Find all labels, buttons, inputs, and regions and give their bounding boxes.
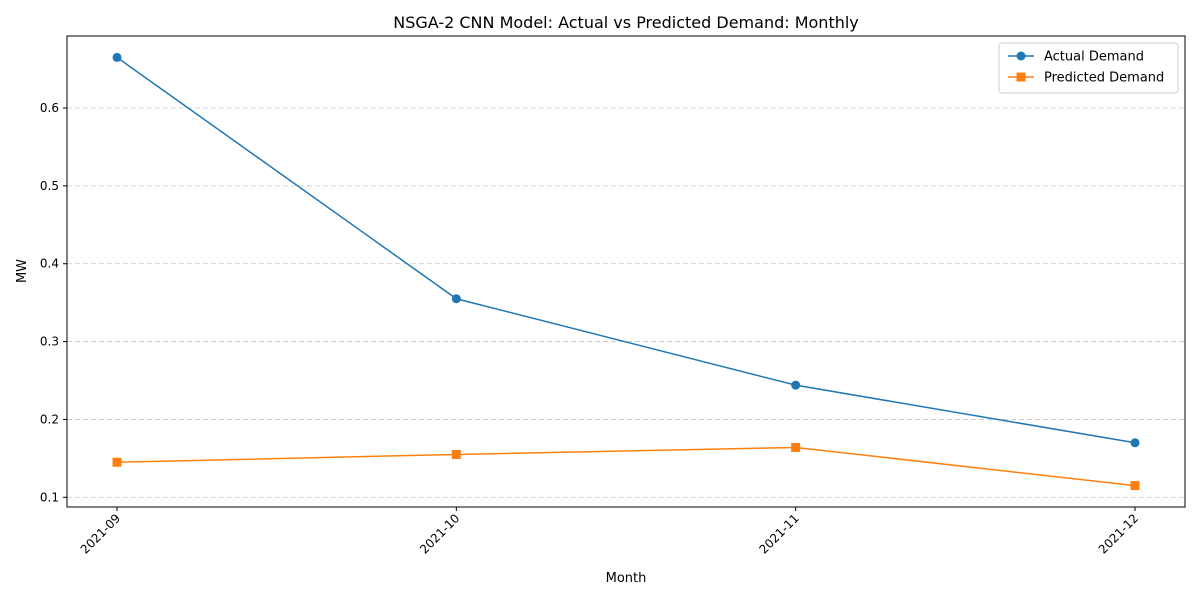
data-point [451,449,461,459]
x-tick-label: 2021-09 [78,511,123,556]
x-axis-label: Month [606,571,647,586]
y-tick-label: 0.5 [40,179,59,193]
y-tick-label: 0.2 [40,412,59,426]
x-axis: 2021-09 2021-10 2021-11 2021-12 [78,507,1141,557]
data-point [112,457,122,467]
data-point [451,294,461,304]
y-tick-label: 0.6 [40,101,59,115]
legend: Actual Demand Predicted Demand [998,42,1179,94]
x-tick-label: 2021-10 [417,511,462,556]
x-tick-label: 2021-11 [756,511,801,556]
grid-lines [67,107,1185,498]
legend-label: Predicted Demand [1044,71,1164,86]
series-line [116,56,1136,444]
legend-marker [1016,72,1026,82]
legend-marker [1016,51,1026,61]
y-axis: 0.1 0.2 0.3 0.4 0.5 0.6 [40,101,67,504]
series-line [116,446,1136,487]
y-tick-label: 0.1 [40,490,59,504]
data-point [1130,438,1140,448]
data-point [791,442,801,452]
y-tick-label: 0.4 [40,257,59,271]
y-tick-label: 0.3 [40,335,59,349]
data-point [112,52,122,62]
legend-box [998,42,1179,94]
data-point [1130,481,1140,491]
chart-title: NSGA-2 CNN Model: Actual vs Predicted De… [393,13,859,32]
y-axis-label: MW [15,259,30,283]
legend-label: Actual Demand [1044,50,1144,65]
data-point [791,380,801,390]
series-layer [112,52,1140,491]
plot-frame [66,35,1186,508]
x-tick-label: 2021-12 [1096,511,1141,556]
